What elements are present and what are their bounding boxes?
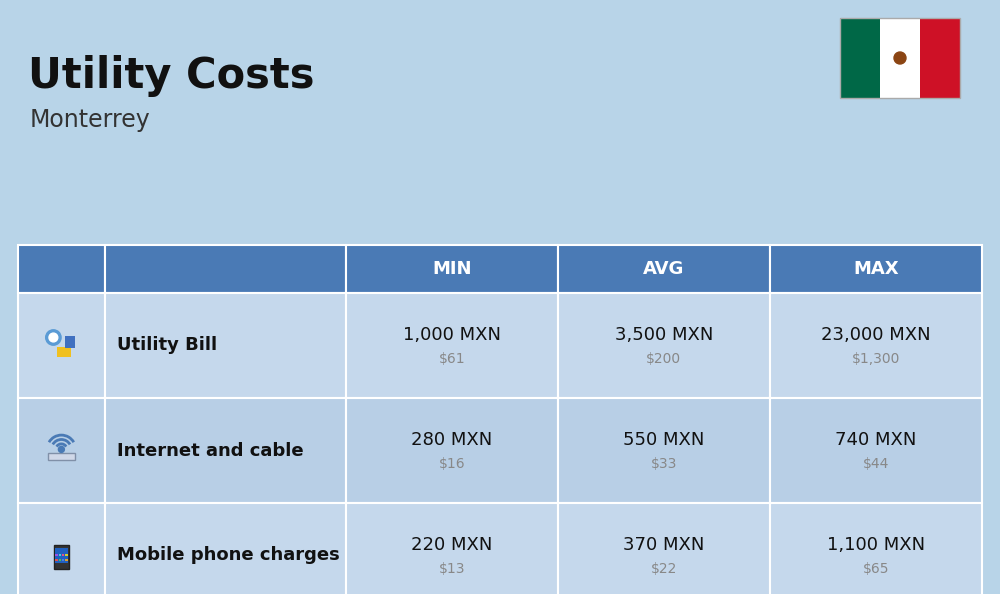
Text: 1,000 MXN: 1,000 MXN [403,326,501,344]
Bar [840,18,960,98]
Bar [55,559,58,561]
Text: 1,100 MXN: 1,100 MXN [827,536,925,554]
Bar [62,559,64,561]
Bar [770,398,982,503]
Circle shape [49,333,58,342]
Text: 550 MXN: 550 MXN [623,431,705,449]
Text: 220 MXN: 220 MXN [411,536,492,554]
Bar [57,347,71,356]
Bar [346,503,558,594]
Text: AVG: AVG [643,260,685,278]
Bar [880,18,920,98]
Text: $13: $13 [439,562,465,576]
Text: $61: $61 [438,352,465,366]
Bar [558,398,770,503]
Circle shape [894,52,906,64]
Bar [62,554,64,556]
Bar [840,18,880,98]
Bar [105,503,346,594]
Bar [54,545,69,568]
Text: Monterrey: Monterrey [30,108,151,132]
Bar [18,398,105,503]
Bar [346,293,558,398]
Bar [558,245,770,293]
Text: $200: $200 [646,352,681,366]
Bar [920,18,960,98]
Bar [65,554,68,556]
Bar [18,245,105,293]
Bar [770,293,982,398]
Text: MIN: MIN [432,260,472,278]
Text: $1,300: $1,300 [852,352,900,366]
Text: 370 MXN: 370 MXN [623,536,705,554]
Text: $65: $65 [863,562,889,576]
Bar [770,503,982,594]
Bar [105,398,346,503]
Bar [48,453,75,460]
Bar [346,398,558,503]
Text: Mobile phone charges: Mobile phone charges [117,546,340,564]
Bar [105,245,346,293]
Bar [558,293,770,398]
Bar [770,245,982,293]
Bar [59,554,61,556]
Bar [59,559,61,561]
Bar [55,548,68,563]
Text: 740 MXN: 740 MXN [835,431,917,449]
Text: $44: $44 [863,457,889,471]
Bar [55,554,58,556]
Text: Internet and cable: Internet and cable [117,441,303,460]
Text: 23,000 MXN: 23,000 MXN [821,326,931,344]
Text: 3,500 MXN: 3,500 MXN [615,326,713,344]
Circle shape [46,330,61,345]
Text: 280 MXN: 280 MXN [411,431,492,449]
Bar [346,245,558,293]
Bar [105,293,346,398]
Text: MAX: MAX [853,260,899,278]
Text: Utility Bill: Utility Bill [117,336,217,355]
Bar [18,503,105,594]
Text: $22: $22 [651,562,677,576]
Bar [65,559,68,561]
Text: $33: $33 [651,457,677,471]
Text: Utility Costs: Utility Costs [28,55,314,97]
Text: $16: $16 [438,457,465,471]
Bar [65,336,75,347]
Bar [18,293,105,398]
Bar [558,503,770,594]
Circle shape [58,447,64,453]
